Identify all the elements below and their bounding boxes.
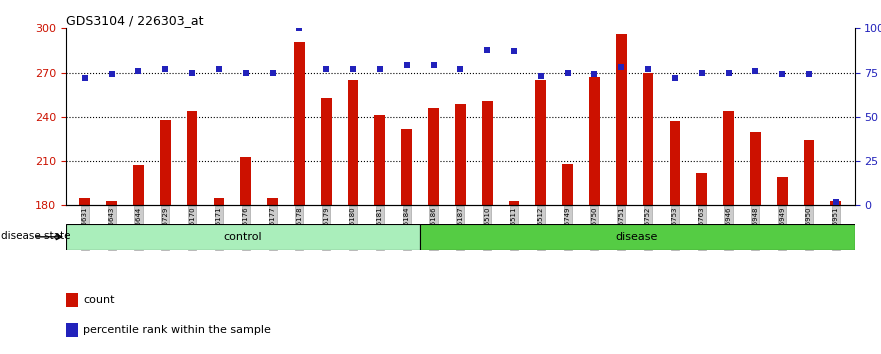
Point	[159, 66, 173, 72]
Bar	[66, 224, 419, 250]
Point	[400, 63, 414, 68]
Point	[346, 66, 360, 72]
Point	[426, 63, 440, 68]
Point	[722, 70, 736, 75]
Bar	[187, 111, 197, 205]
Point	[453, 66, 467, 72]
Text: control: control	[224, 232, 263, 242]
Bar	[482, 101, 492, 205]
Text: percentile rank within the sample: percentile rank within the sample	[83, 325, 271, 335]
Bar	[831, 201, 841, 205]
Point	[775, 72, 789, 77]
Bar	[696, 173, 707, 205]
Bar	[107, 201, 117, 205]
Bar	[428, 108, 439, 205]
Bar	[66, 293, 78, 307]
Point	[534, 73, 548, 79]
Bar	[241, 156, 251, 205]
Point	[292, 25, 307, 31]
Bar	[402, 129, 412, 205]
Bar	[79, 198, 90, 205]
Bar	[750, 132, 760, 205]
Text: GDS3104 / 226303_at: GDS3104 / 226303_at	[66, 14, 204, 27]
Point	[748, 68, 762, 74]
Bar	[374, 115, 385, 205]
Bar	[160, 120, 171, 205]
Point	[319, 66, 333, 72]
Point	[694, 70, 708, 75]
Bar	[536, 80, 546, 205]
Point	[480, 47, 494, 52]
Bar	[723, 111, 734, 205]
Point	[131, 68, 145, 74]
Point	[802, 72, 816, 77]
Point	[105, 72, 119, 77]
Bar	[508, 201, 519, 205]
Point	[829, 199, 843, 205]
Point	[560, 70, 574, 75]
Bar	[321, 98, 331, 205]
Bar	[562, 164, 573, 205]
Bar	[213, 198, 225, 205]
Bar	[616, 34, 626, 205]
Bar	[589, 77, 600, 205]
Point	[239, 70, 253, 75]
Bar	[133, 166, 144, 205]
Point	[212, 66, 226, 72]
Text: count: count	[83, 295, 115, 305]
Point	[373, 66, 387, 72]
Point	[507, 48, 521, 54]
Point	[78, 75, 92, 81]
Bar	[643, 73, 654, 205]
Text: disease: disease	[616, 232, 658, 242]
Bar	[66, 323, 78, 337]
Point	[185, 70, 199, 75]
Bar	[348, 80, 359, 205]
Bar	[419, 224, 855, 250]
Text: disease state: disease state	[1, 232, 70, 241]
Point	[668, 75, 682, 81]
Bar	[267, 198, 278, 205]
Bar	[294, 42, 305, 205]
Bar	[670, 121, 680, 205]
Bar	[803, 141, 814, 205]
Point	[588, 72, 602, 77]
Point	[614, 64, 628, 70]
Point	[641, 66, 655, 72]
Bar	[777, 177, 788, 205]
Bar	[455, 104, 466, 205]
Point	[265, 70, 279, 75]
